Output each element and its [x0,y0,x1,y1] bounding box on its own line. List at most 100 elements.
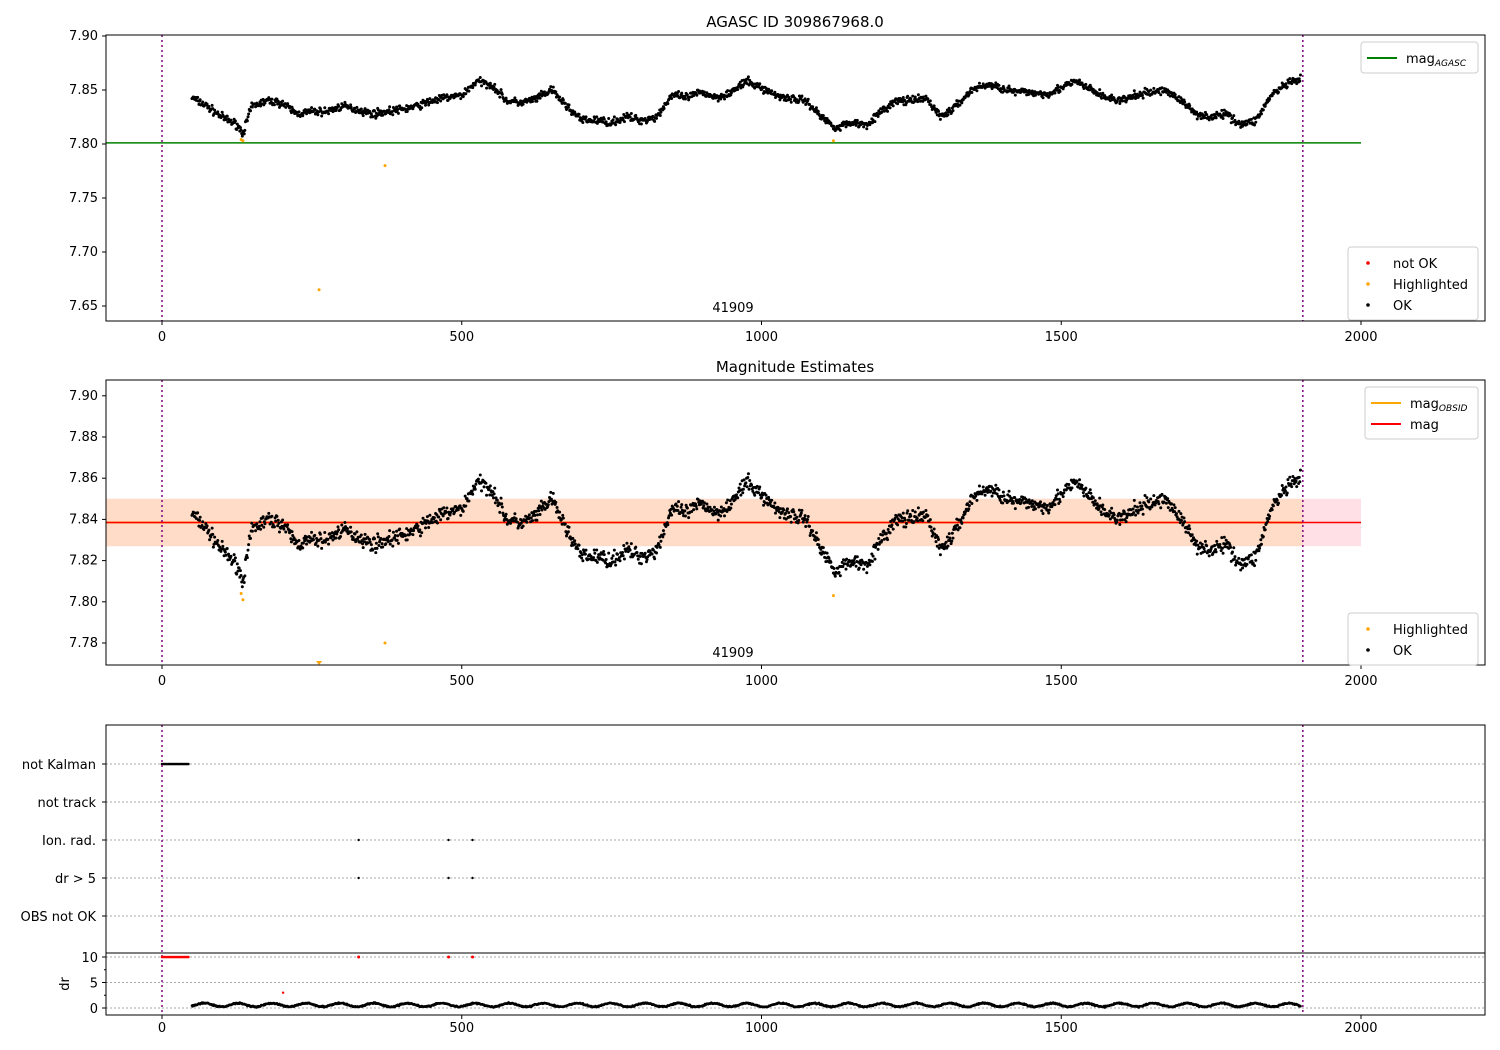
ok-point [1058,89,1062,93]
ok-point [459,97,463,101]
ok-point [734,493,738,497]
ok-point [1110,506,1114,510]
ok-point [343,520,347,524]
ok-point [1195,117,1199,121]
ok-point [216,110,220,114]
ok-point [398,104,402,108]
ok-point [213,108,217,112]
ok-point [249,536,253,540]
ok-point [729,506,733,510]
legend-label: OK [1393,299,1412,314]
ok-point [994,483,998,487]
ok-point [1220,546,1224,550]
ok-point [297,110,301,114]
ok-point [584,115,588,119]
ok-point [316,544,320,548]
ok-point [220,539,224,543]
ok-point [1239,563,1243,567]
ok-point [738,80,742,84]
ok-point [937,538,941,542]
ok-point [558,510,562,514]
ok-point [773,501,777,505]
dr-clipped-point [471,955,475,959]
ok-point [1140,93,1144,97]
ok-point [934,540,938,544]
ok-point [374,111,378,115]
y-tick-label: 7.78 [69,636,98,651]
ok-point [580,556,584,560]
ok-point [723,97,727,101]
ok-point [958,103,962,107]
ok-point [876,547,880,551]
ok-point [667,514,671,518]
y-tick-label: 7.70 [69,245,98,260]
ok-point [290,530,294,534]
ok-point [439,518,443,522]
ok-point [1160,86,1164,90]
ok-point [277,521,281,525]
ok-point [396,107,400,111]
legend-point-swatch [1366,627,1370,631]
ok-point [1182,516,1186,520]
ok-point [377,544,381,548]
ok-point [1173,93,1177,97]
ok-point [535,518,539,522]
ok-point [221,544,225,548]
ok-point [1159,93,1163,97]
ok-point [726,89,730,93]
ok-point [320,546,324,550]
ok-point [821,546,825,550]
ok-point [870,559,874,563]
ok-point [464,504,468,508]
ok-point [554,90,558,94]
ok-point [1067,483,1071,487]
ok-point [807,524,811,528]
ok-point [723,514,727,518]
ok-point [1039,500,1043,504]
ok-point [857,566,861,570]
ok-point [224,118,228,122]
ok-point [592,556,596,560]
ok-point [829,121,833,125]
ok-point [500,502,504,506]
ok-point [602,553,606,557]
ok-point [498,95,502,99]
ok-point [896,523,900,527]
ok-point [233,119,237,123]
highlighted-point [831,594,835,598]
ok-point [488,81,492,85]
ok-point [1098,496,1102,500]
ok-point [1229,113,1233,117]
ok-point [880,110,884,114]
ok-point [424,103,428,107]
dr-clipped-point [187,955,190,959]
ok-point [1013,496,1017,500]
ok-point [1254,558,1258,562]
y-tick-label: 7.80 [69,595,98,610]
ok-point [1080,483,1084,487]
ok-point [336,525,340,529]
ok-point [1088,488,1092,492]
ok-point [261,97,265,101]
legend-point-swatch [1366,303,1370,307]
highlighted-point [831,139,835,143]
ok-point [827,556,831,560]
ok-point [485,493,489,497]
ok-point [862,125,866,129]
ok-point [1120,99,1124,103]
ok-point [1205,113,1209,117]
ok-point [242,132,246,136]
ok-point [719,505,723,509]
ok-point [442,506,446,510]
ok-point [1184,105,1188,109]
ok-point [1132,89,1136,93]
ok-point [473,487,477,491]
ok-point [1220,114,1224,118]
ok-point [1152,494,1156,498]
ok-point [1141,512,1145,516]
ok-point [1041,511,1045,515]
ok-point [581,121,585,125]
ok-point [773,511,777,515]
ok-point [852,561,856,565]
ok-point [1280,483,1284,487]
